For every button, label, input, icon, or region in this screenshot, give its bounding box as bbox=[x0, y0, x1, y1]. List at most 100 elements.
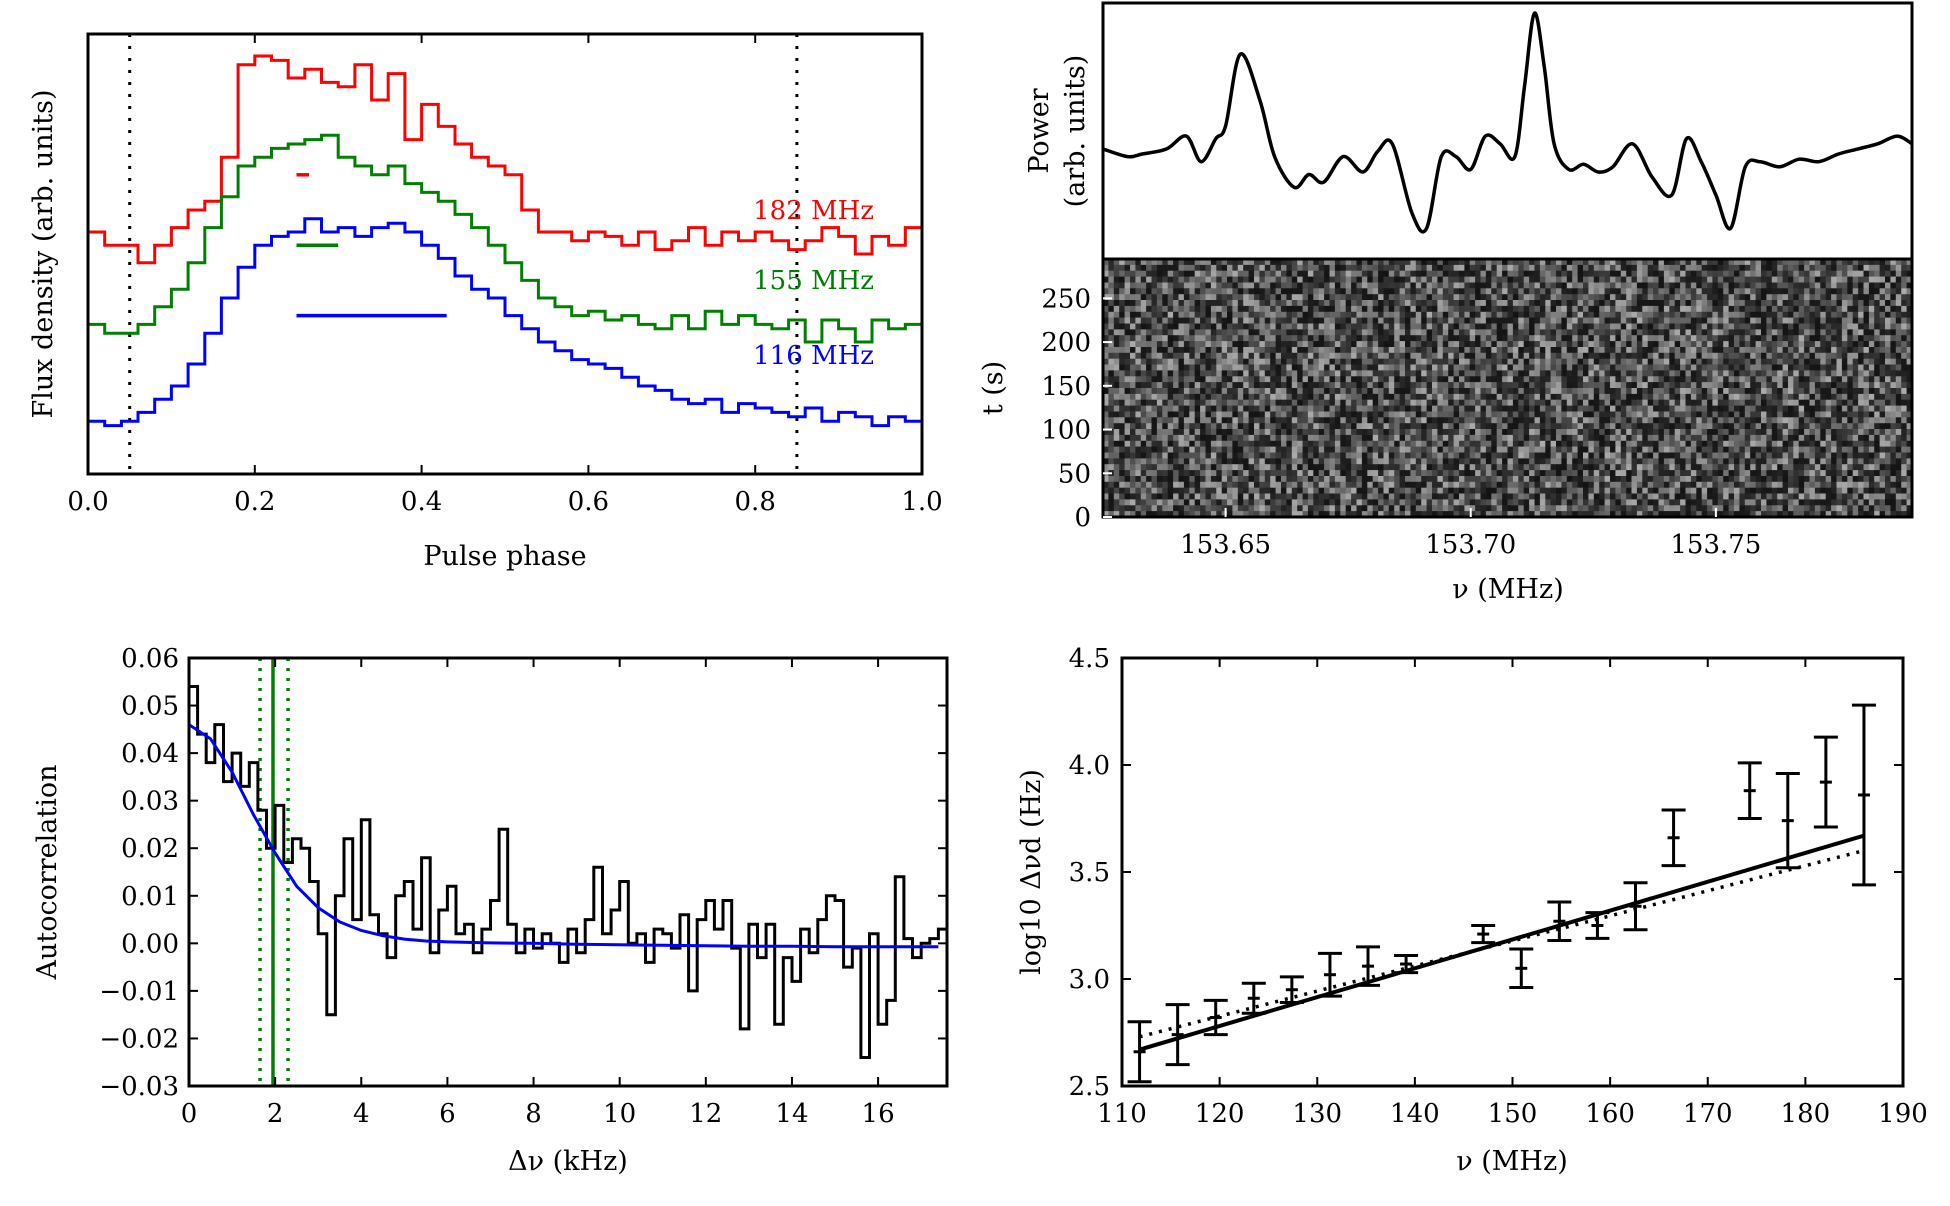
spectrum-cell bbox=[1868, 300, 1875, 307]
spectrum-cell bbox=[1545, 347, 1552, 354]
spectrum-cell bbox=[1685, 393, 1692, 401]
spectrum-cell bbox=[1485, 399, 1492, 406]
spectrum-cell bbox=[1329, 317, 1336, 324]
spectrum-cell bbox=[1281, 305, 1287, 313]
spectrum-cell bbox=[1771, 364, 1778, 371]
spectrum-cell bbox=[1728, 276, 1735, 283]
spectrum-cell bbox=[1766, 347, 1773, 354]
spectrum-cell bbox=[1647, 434, 1654, 442]
spectrum-cell bbox=[1825, 393, 1832, 401]
spectrum-cell bbox=[1707, 294, 1714, 301]
spectrum-cell bbox=[1868, 388, 1875, 395]
spectrum-cell bbox=[1739, 423, 1746, 430]
spectrum-cell bbox=[1496, 352, 1503, 360]
spectrum-cell bbox=[1518, 294, 1525, 301]
spectrum-cell bbox=[1243, 282, 1250, 289]
spectrum-cell bbox=[1647, 429, 1654, 436]
spectrum-cell bbox=[1852, 440, 1859, 448]
spectrum-cell bbox=[1480, 294, 1487, 301]
spectrum-cell bbox=[1378, 317, 1385, 324]
spectrum-cell bbox=[1717, 440, 1724, 448]
spectrum-cell bbox=[1502, 270, 1509, 277]
spectrum-cell bbox=[1200, 347, 1207, 354]
spectrum-cell bbox=[1281, 259, 1287, 266]
spectrum-cell bbox=[1130, 352, 1136, 360]
spectrum-cell bbox=[1610, 364, 1616, 371]
spectrum-cell bbox=[1189, 393, 1196, 401]
spectrum-cell bbox=[1334, 440, 1341, 448]
spectrum-cell bbox=[1162, 311, 1169, 319]
spectrum-cell bbox=[1345, 376, 1352, 383]
spectrum-cell bbox=[1647, 288, 1654, 295]
spectrum-cell bbox=[1324, 364, 1331, 371]
spectrum-cell bbox=[1728, 300, 1735, 307]
spectrum-cell bbox=[1313, 388, 1320, 395]
spectrum-cell bbox=[1820, 259, 1827, 266]
spectrum-cell bbox=[1345, 329, 1352, 336]
spectrum-cell bbox=[1480, 270, 1487, 277]
spectrum-cell bbox=[1103, 282, 1109, 289]
spectrum-cell bbox=[1475, 323, 1482, 330]
spectrum-cell bbox=[1814, 294, 1821, 301]
spectrum-cell bbox=[1345, 341, 1352, 348]
spectrum-cell bbox=[1518, 411, 1525, 418]
spectrum-cell bbox=[1356, 311, 1363, 319]
spectrum-cell bbox=[1626, 352, 1633, 360]
spectrum-cell bbox=[1879, 259, 1886, 266]
spectrum-cell bbox=[1415, 259, 1422, 266]
spectrum-cell bbox=[1264, 352, 1271, 360]
spectrum-cell bbox=[1599, 282, 1606, 289]
spectrum-cell bbox=[1636, 440, 1643, 448]
spectrum-cell bbox=[1426, 423, 1433, 430]
spectrum-cell bbox=[1814, 434, 1821, 442]
spectrum-cell bbox=[1755, 335, 1762, 342]
spectrum-cell bbox=[1836, 270, 1843, 277]
spectrum-cell bbox=[1669, 382, 1676, 389]
spectrum-cell bbox=[1356, 405, 1363, 412]
spectrum-cell bbox=[1345, 370, 1352, 377]
spectrum-cell bbox=[1847, 329, 1854, 336]
spectrum-cell bbox=[1529, 429, 1536, 436]
spectrum-cell bbox=[1103, 311, 1109, 319]
spectrum-cell bbox=[1361, 323, 1368, 330]
spectrum-cell bbox=[1534, 323, 1541, 330]
spectrum-cell bbox=[1194, 417, 1201, 424]
spectrum-cell bbox=[1345, 411, 1352, 418]
spectrum-cell bbox=[1151, 429, 1158, 436]
spectrum-cell bbox=[1130, 259, 1136, 266]
spectrum-cell bbox=[1529, 399, 1536, 406]
spectrum-cell bbox=[1437, 417, 1444, 424]
spectrum-cell bbox=[1189, 388, 1196, 395]
spectrum-cell bbox=[1583, 423, 1589, 430]
spectrum-cell bbox=[1831, 364, 1838, 371]
spectrum-cell bbox=[1901, 399, 1908, 406]
spectrum-cell bbox=[1189, 364, 1196, 371]
spectrum-cell bbox=[1674, 434, 1681, 442]
spectrum-cell bbox=[1723, 399, 1730, 406]
spectrum-cell bbox=[1707, 270, 1714, 277]
spectrum-cell bbox=[1146, 370, 1153, 377]
spectrum-cell bbox=[1237, 370, 1244, 377]
spectrum-cell bbox=[1647, 446, 1654, 453]
spectrum-cell bbox=[1577, 282, 1584, 289]
spectrum-cell bbox=[1588, 393, 1595, 401]
spectrum-cell bbox=[1620, 370, 1627, 377]
spectrum-cell bbox=[1372, 294, 1379, 301]
spectrum-cell bbox=[1281, 382, 1287, 389]
spectrum-cell bbox=[1405, 300, 1411, 307]
spectrum-cell bbox=[1307, 405, 1314, 412]
spectrum-cell bbox=[1324, 393, 1331, 401]
spectrum-cell bbox=[1221, 405, 1228, 412]
spectrum-cell bbox=[1448, 405, 1455, 412]
spectrum-cell bbox=[1432, 294, 1438, 301]
spectrum-cell bbox=[1318, 282, 1325, 289]
spectrum-cell bbox=[1620, 288, 1627, 295]
spectrum-cell bbox=[1701, 329, 1708, 336]
spectrum-cell bbox=[1588, 341, 1595, 348]
spectrum-cell bbox=[1221, 376, 1228, 383]
spectrum-cell bbox=[1270, 335, 1277, 342]
spectrum-cell bbox=[1351, 417, 1358, 424]
spectrum-cell bbox=[1642, 352, 1649, 360]
spectrum-cell bbox=[1906, 300, 1913, 307]
spectrum-cell bbox=[1459, 300, 1465, 307]
